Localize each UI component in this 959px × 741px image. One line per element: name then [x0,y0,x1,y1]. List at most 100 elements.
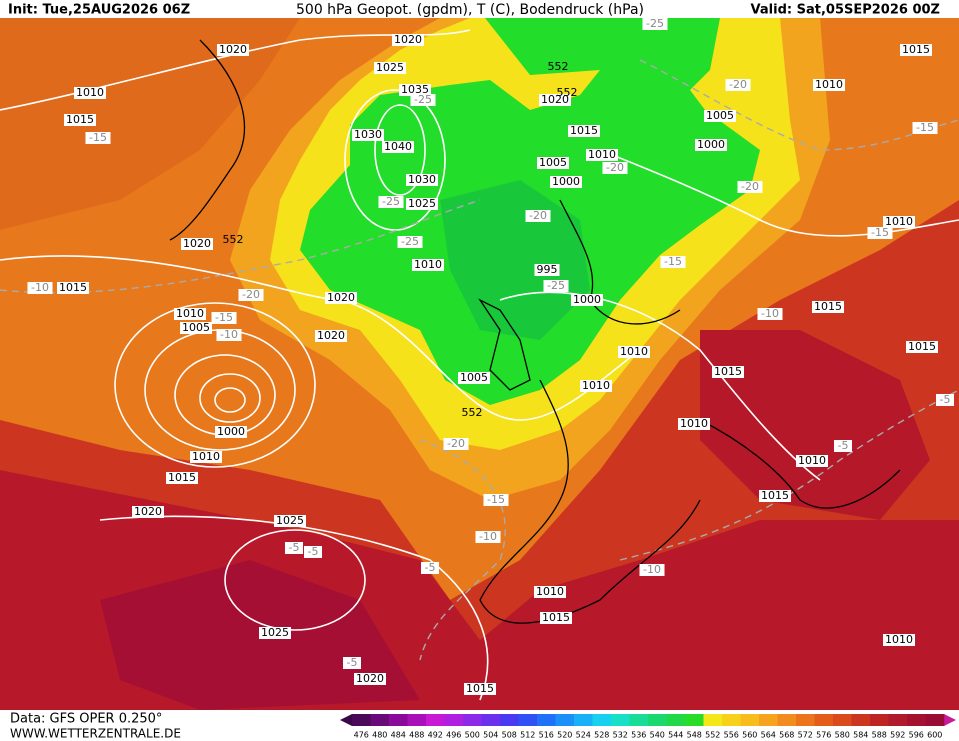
pressure-label: 1000 [217,425,245,438]
colorbar-label: 540 [650,731,665,740]
pressure-label-box [374,62,406,74]
temperature-label: -10 [220,328,238,341]
colorbar-label: 516 [539,731,554,740]
colorbar-swatch [555,714,575,726]
pressure-label: 1010 [582,379,610,392]
temperature-label-box [543,280,569,292]
colorbar-swatch [426,714,445,726]
pressure-label-box [883,216,915,228]
temperature-label: -15 [916,121,934,134]
pressure-label-box [678,418,710,430]
map [0,18,959,710]
temperature-label-box [343,657,361,669]
site-name: WWW.WETTERZENTRALE.DE [10,727,181,741]
pressure-label: 1015 [902,43,930,56]
pressure-label-box [458,372,490,384]
temperature-label: -10 [31,281,49,294]
colorbar-label: 536 [631,731,646,740]
pressure-label: 1010 [192,450,220,463]
pressure-label: 1025 [276,514,304,527]
temperature-label-box [410,94,436,106]
pressure-label: 1005 [460,371,488,384]
data-source: Data: GFS OPER 0.250° [10,712,162,727]
colorbar-swatch [648,714,667,726]
colorbar-label: 528 [594,731,609,740]
temperature-label-box [211,312,237,324]
height-label: 552 [548,60,569,73]
colorbar-swatch [925,714,945,726]
colorbar-swatch [666,714,686,726]
colorbar-label: 576 [816,731,831,740]
colorbar-swatch [611,714,630,726]
pressure-label: 1010 [620,345,648,358]
temperature-label-box [639,564,665,576]
pressure-label: 1030 [354,128,382,141]
pressure-label: 1020 [134,505,162,518]
pressure-label: 1010 [414,258,442,271]
pressure-label-box [813,79,845,91]
pressure-label: 995 [537,263,558,276]
colorbar-label: 484 [391,731,406,740]
pressure-label: 1010 [885,633,913,646]
temperature-label: -5 [308,545,319,558]
pressure-label-box [57,282,89,294]
pressure-label: 1005 [539,156,567,169]
temperature-label: -5 [940,393,951,406]
pressure-label-box [464,683,496,695]
colorbar-label: 532 [613,731,628,740]
colorbar-label: 480 [372,731,387,740]
pressure-label: 1010 [798,454,826,467]
init-time: Init: Tue,25AUG2026 06Z [8,3,190,18]
colorbar-label: 596 [909,731,924,740]
temperature-label: -10 [479,530,497,543]
colorbar-swatch [740,714,760,726]
pressure-label-box [392,34,424,46]
temperature-label-box [660,256,686,268]
pressure-label: 1015 [466,682,494,695]
pressure-label-box [540,612,572,624]
colorbar-label: 588 [872,731,887,740]
colorbar-swatch [592,714,612,726]
colorbar-label: 600 [927,731,942,740]
colorbar-label: 520 [557,731,572,740]
field-dark-red-east [700,330,930,520]
temperature-label-box [475,531,501,543]
height-label: 552 [557,86,578,99]
pressure-label-box [315,330,347,342]
pressure-label: 1020 [541,93,569,106]
pressure-label-box [883,634,915,646]
colorbar-label: 508 [502,731,517,740]
temperature-label: -20 [606,161,624,174]
pressure-label: 1015 [761,489,789,502]
temperature-label: -25 [414,93,432,106]
pressure-label-box [534,264,560,276]
pressure-label-box [217,44,249,56]
pressure-label-box [704,110,736,122]
colorbar-end [340,714,352,726]
pressure-label: 1015 [814,300,842,313]
colorbar-swatch [500,714,519,726]
pressure-label-box [406,174,438,186]
pressure-label-box [166,472,198,484]
map-title: 500 hPa Geopot. (gpdm), T (C), Bodendruc… [296,2,644,18]
colorbar-label: 476 [354,731,369,740]
colorbar-swatch [814,714,834,726]
colorbar-swatch [722,714,741,726]
temperature-label-box [397,236,423,248]
pressure-label-box [586,149,618,161]
pressure-label: 1020 [183,237,211,250]
colorbar-end [944,714,956,726]
colorbar-swatch [389,714,408,726]
colorbar-swatch [759,714,778,726]
pressure-label: 1040 [384,140,412,153]
pressure-label: 1015 [542,611,570,624]
temperature-label-box [421,562,439,574]
pressure-label-box [382,141,414,153]
colorbar: 476 480 484 488 492 496 500 504 508 512 516 520 524 5… [340,714,956,740]
height-label: 552 [462,406,483,419]
colorbar-label: 572 [798,731,813,740]
pressure-label: 1015 [714,365,742,378]
temperature-label-box [912,122,938,134]
temperature-label: -5 [425,561,436,574]
pressure-label: 1000 [552,175,580,188]
